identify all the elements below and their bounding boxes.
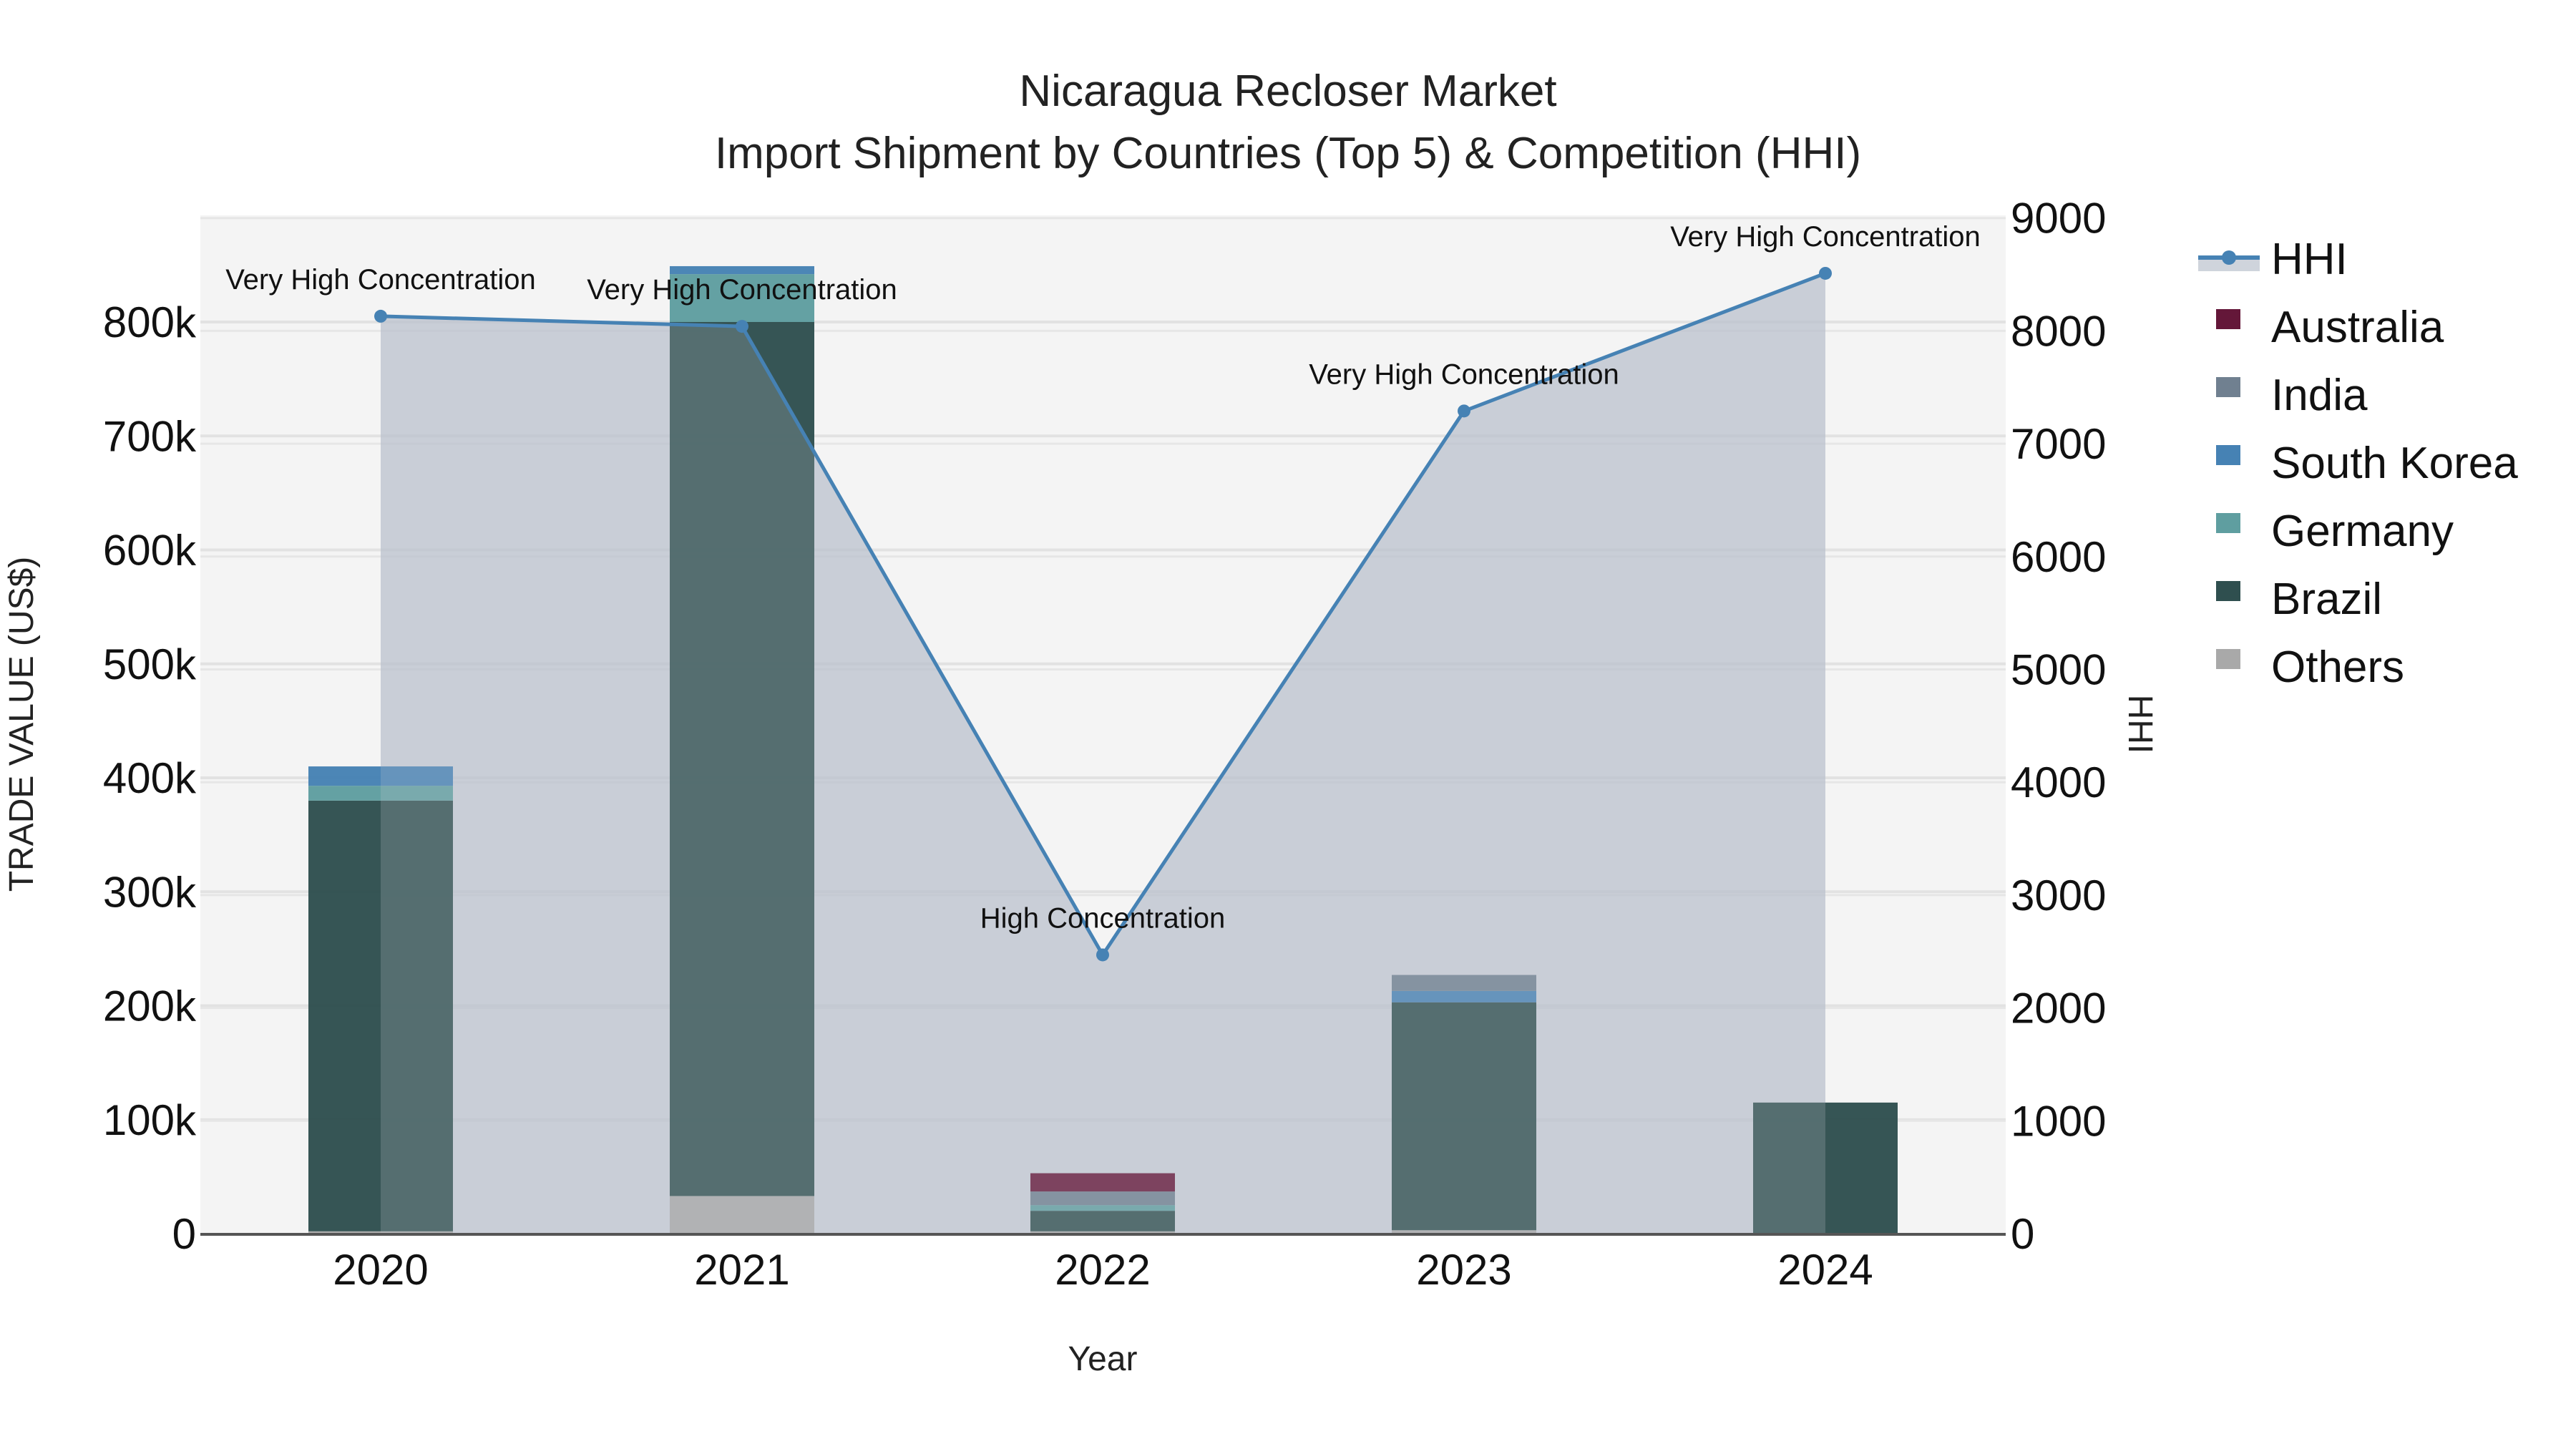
bar-segment-brazil-2021[interactable] (670, 322, 814, 1196)
chart-title-line1: Nicaragua Recloser Market (1019, 67, 1556, 116)
legend-label: Australia (2271, 303, 2444, 352)
legend-color-swatch (2216, 513, 2240, 533)
y-left-tick-label: 700k (103, 412, 197, 460)
bar-segment-germany-2021[interactable] (670, 274, 814, 322)
legend-item-germany[interactable]: Germany (2216, 507, 2454, 556)
legend-label: India (2271, 371, 2368, 420)
bar-series (308, 265, 1898, 1234)
chart-title-line2: Import Shipment by Countries (Top 5) & C… (715, 129, 1861, 178)
legend: HHI Australia India South Korea Germany Brazi… (2198, 235, 2518, 692)
bar-segment-india-2023[interactable] (1392, 975, 1536, 991)
legend-label: Others (2271, 643, 2404, 692)
legend-color-swatch (2216, 649, 2240, 669)
y-right-tick-label: 4000 (2011, 758, 2106, 806)
x-axis-title: Year (1068, 1340, 1138, 1378)
y-right-tick-label: 0 (2011, 1210, 2034, 1258)
legend-color-swatch (2216, 581, 2240, 601)
hhi-annotation-2021: Very High Concentration (587, 274, 897, 306)
bar-segment-others-2020[interactable] (308, 1231, 453, 1234)
y-right-tick-label: 7000 (2011, 420, 2106, 468)
bar-segment-brazil-2024[interactable] (1753, 1102, 1898, 1234)
legend-color-swatch (2216, 309, 2240, 329)
y-left-tick-label: 400k (103, 754, 197, 802)
y-right-tick-label: 9000 (2011, 195, 2106, 243)
hhi-marker-2020[interactable] (374, 309, 387, 323)
x-tick-label: 2021 (694, 1246, 789, 1294)
bar-segment-brazil-2020[interactable] (308, 800, 453, 1231)
x-tick-label: 2024 (1777, 1246, 1873, 1294)
y-right-tick-label: 6000 (2011, 533, 2106, 581)
legend-color-swatch (2216, 377, 2240, 397)
legend-color-swatch (2216, 445, 2240, 465)
y-axis-right-title: HHI (2121, 695, 2159, 754)
x-tick-label: 2022 (1055, 1246, 1150, 1294)
bar-segment-brazil-2022[interactable] (1030, 1211, 1175, 1231)
y-left-tick-label: 800k (103, 298, 197, 346)
y-axis-left-ticks: 0 100k 200k 300k 400k 500k 600k 700k 800k (103, 298, 197, 1258)
y-left-tick-label: 100k (103, 1096, 197, 1144)
y-right-tick-label: 5000 (2011, 646, 2106, 694)
hhi-marker-2024[interactable] (1819, 266, 1832, 280)
x-axis-ticks: 2020 2021 2022 2023 2024 (333, 1246, 1873, 1294)
legend-label: Germany (2271, 507, 2454, 556)
legend-item-australia[interactable]: Australia (2216, 303, 2444, 352)
hhi-marker-2022[interactable] (1096, 948, 1109, 962)
hhi-marker-2021[interactable] (736, 320, 748, 333)
bar-segment-south-korea-2023[interactable] (1392, 990, 1536, 1002)
legend-label: South Korea (2271, 439, 2518, 488)
bar-segment-others-2023[interactable] (1392, 1230, 1536, 1234)
y-right-tick-label: 1000 (2011, 1097, 2106, 1145)
y-axis-right-ticks: 0 1000 2000 3000 4000 5000 6000 7000 8000 9000 (2011, 195, 2106, 1258)
legend-item-hhi[interactable]: HHI (2198, 235, 2348, 284)
bar-segment-australia-2022[interactable] (1030, 1173, 1175, 1192)
y-right-tick-label: 2000 (2011, 985, 2106, 1033)
bar-segment-germany-2020[interactable] (308, 786, 453, 801)
bar-segment-india-2022[interactable] (1030, 1191, 1175, 1206)
y-right-tick-label: 8000 (2011, 307, 2106, 355)
legend-item-brazil[interactable]: Brazil (2216, 575, 2382, 624)
bar-segment-others-2022[interactable] (1030, 1231, 1175, 1234)
bar-segment-others-2021[interactable] (670, 1196, 814, 1234)
y-right-tick-label: 3000 (2011, 872, 2106, 919)
legend-label: Brazil (2271, 575, 2382, 624)
y-left-tick-label: 300k (103, 868, 197, 916)
x-tick-label: 2023 (1416, 1246, 1511, 1294)
legend-item-others[interactable]: Others (2216, 643, 2404, 692)
bar-segment-brazil-2023[interactable] (1392, 1002, 1536, 1231)
legend-marker-icon (2222, 250, 2236, 265)
x-tick-label: 2020 (333, 1246, 428, 1294)
legend-area-swatch (2198, 260, 2260, 271)
y-axis-left-title: TRADE VALUE (US$) (3, 557, 41, 892)
hhi-annotation-2020: Very High Concentration (225, 264, 536, 296)
hhi-fill-overlay (381, 273, 1825, 1234)
bar-segment-south-korea-2021[interactable] (670, 265, 814, 275)
hhi-annotation-2022: High Concentration (980, 902, 1225, 934)
y-left-tick-label: 200k (103, 982, 197, 1030)
bar-segment-germany-2022[interactable] (1030, 1205, 1175, 1211)
bar-segment-south-korea-2020[interactable] (308, 766, 453, 786)
y-left-tick-label: 0 (172, 1210, 196, 1258)
y-left-tick-label: 500k (103, 640, 197, 688)
hhi-annotation-2024: Very High Concentration (1670, 221, 1981, 253)
y-left-tick-label: 600k (103, 527, 197, 575)
hhi-annotations: Very High Concentration Very High Concent… (225, 221, 1981, 935)
hhi-marker-2023[interactable] (1458, 404, 1470, 418)
legend-label: HHI (2271, 235, 2348, 284)
legend-item-south-korea[interactable]: South Korea (2216, 439, 2518, 488)
hhi-annotation-2023: Very High Concentration (1309, 358, 1619, 390)
legend-item-india[interactable]: India (2216, 371, 2368, 420)
hhi-line (374, 266, 1832, 962)
